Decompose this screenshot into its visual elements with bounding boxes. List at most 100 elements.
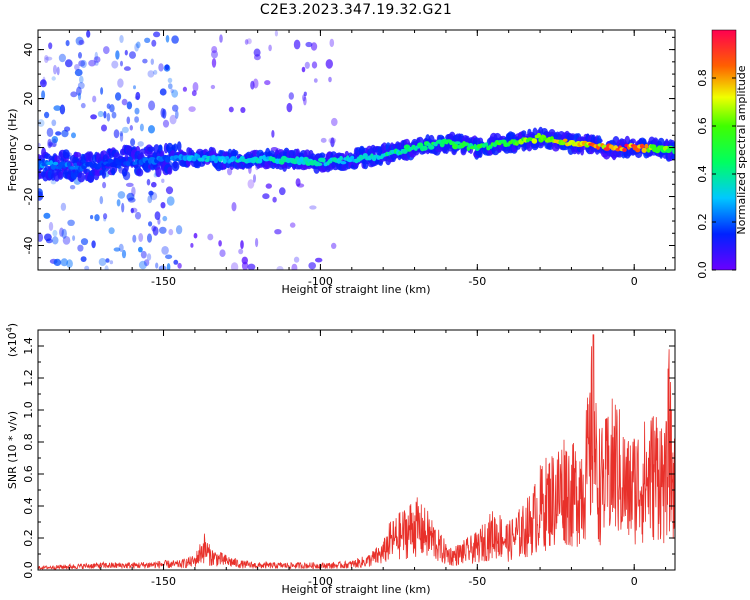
spectrogram-noise-blob	[80, 238, 89, 246]
spectrogram-ridge-halo	[58, 171, 63, 178]
spectrogram-noise-blob	[80, 59, 87, 69]
spectrogram-ridge-core	[105, 163, 112, 167]
spectrogram-noise-blob	[133, 85, 136, 90]
spectrogram-noise-blob	[268, 44, 272, 52]
spectrogram-noise-blob	[77, 92, 82, 101]
spectrogram-ridge-core	[421, 145, 428, 151]
spectrogram-noise-blob	[153, 31, 161, 38]
spectrogram-noise-blob	[155, 262, 159, 269]
y-tick-label: 1.2	[22, 369, 35, 387]
spectrogram-noise-blob	[70, 91, 78, 98]
spectrogram-noise-blob	[67, 219, 75, 226]
spectrogram-ridge-core	[401, 148, 408, 154]
y-tick-label: 1.4	[22, 337, 35, 355]
spectrogram-ridge-core	[463, 142, 470, 147]
spectrogram-noise-blob	[244, 39, 249, 45]
spectrogram-noise-blob	[252, 78, 259, 89]
snr-x-label: Height of straight line (km)	[281, 583, 430, 596]
spectrogram-noise-blob	[147, 195, 153, 204]
spectrogram-noise-blob	[250, 80, 255, 90]
spectrogram-ridge-core	[213, 158, 218, 164]
spectrogram-noise-blob	[165, 254, 173, 260]
snr-frame	[37, 329, 676, 571]
y-tick-label: 20	[22, 92, 35, 106]
x-tick-label: 0	[631, 575, 638, 588]
spectrogram-noise-blob	[159, 88, 167, 96]
spectrogram-ridge-halo	[73, 152, 82, 158]
spectrogram-noise-blob	[308, 262, 317, 270]
spectrogram-noise-blob	[120, 60, 123, 67]
spectrogram-ridge-core	[562, 138, 568, 142]
spectrogram-noise-blob	[305, 41, 313, 48]
y-tick-label: 0.2	[22, 529, 35, 547]
spectrogram-noise-blob	[94, 60, 99, 66]
spectrogram-noise-blob	[262, 193, 270, 200]
spectrogram-noise-blob	[43, 212, 51, 219]
colorbar-ticks: 0.0 0.2 0.4 0.6 0.8	[696, 69, 736, 279]
spectrogram-noise-blob	[117, 78, 124, 88]
spectrogram-noise-blob	[253, 48, 261, 57]
spectrogram-noise-blob	[142, 58, 148, 64]
spectrogram-ridge-core	[257, 158, 263, 164]
spectrogram-noise-blob	[143, 259, 150, 267]
spectrogram-noise-blob	[175, 110, 179, 119]
spectrogram-noise-blob	[293, 256, 300, 263]
spectrogram-noise-blob	[168, 228, 174, 236]
x-tick-label: -50	[468, 575, 486, 588]
spectrogram-noise-blob	[121, 98, 128, 106]
spectrogram-noise-blob	[93, 56, 101, 63]
spectrogram-noise-blob	[90, 215, 94, 220]
spectrogram-noise-blob	[111, 111, 117, 119]
spectrogram-noise-blob	[134, 43, 139, 52]
spectrogram-noise-blob	[171, 35, 179, 44]
spectrogram-ridge-core	[362, 153, 368, 159]
spectrogram-noise-blob	[126, 116, 131, 125]
x-tick-label: -150	[151, 275, 176, 288]
spectrogram-noise-blob	[152, 226, 159, 236]
spectrogram-noise-blob	[211, 50, 218, 59]
spectrogram-noise-blob	[146, 178, 151, 186]
snr-multiplier-exp: 4	[5, 327, 14, 332]
y-tick-label: -20	[22, 188, 35, 206]
spectrogram-ridge-halo	[158, 144, 163, 152]
spectrogram-noise-blob	[148, 100, 156, 111]
spectrogram-panel: -150 -100 -50 0 -40 -20 0 20 40 Height of strai…	[6, 29, 676, 296]
spectrogram-noise-blob	[240, 107, 246, 113]
spectrogram-noise-blob	[111, 60, 119, 69]
spectrogram-noise-blob	[60, 202, 67, 211]
spectrogram-noise-blob	[109, 260, 114, 265]
spectrogram-ridge-core	[531, 138, 538, 144]
spectrogram-ridge-halo	[143, 162, 151, 173]
spectrogram-noise-blob	[74, 63, 80, 71]
spectrogram-noise-blob	[169, 114, 177, 125]
spectrogram-noise-blob	[147, 70, 155, 78]
spectrogram-noise-blob	[138, 260, 147, 270]
spectrogram-noise-blob	[161, 246, 169, 255]
spectrogram-noise-blob	[116, 199, 121, 207]
spectrogram-noise-blob	[301, 66, 306, 73]
spectrogram-noise-blob	[279, 187, 286, 196]
spectrogram-noise-blob	[38, 142, 41, 148]
chart-title: C2E3.2023.347.19.32.G21	[259, 2, 453, 18]
spectrogram-noise-blob	[119, 132, 124, 142]
spectrogram-noise-blob	[276, 266, 284, 270]
spectrogram-noise-blob	[310, 42, 318, 51]
spectrogram-noise-blob	[172, 104, 179, 112]
spectrogram-ridge-halo	[596, 135, 602, 146]
spectrogram-noise-blob	[159, 226, 167, 234]
spectrogram-noise-blob	[130, 138, 136, 147]
spectrogram-noise-blob	[136, 41, 141, 49]
spectrogram-noise-blob	[94, 214, 100, 222]
spectrogram-noise-blob	[158, 265, 167, 270]
spectrogram-noise-blob	[44, 55, 49, 63]
spectrogram-noise-blob	[115, 50, 120, 60]
spectrogram-noise-blob	[228, 106, 234, 113]
spectrogram-ridge-core	[69, 166, 77, 170]
spectrogram-noise-blob	[53, 64, 57, 75]
snr-y-axis: 0.0 0.2 0.4 0.6 0.8 1.0 1.2 1.4	[22, 337, 675, 579]
spectrogram-ridge-halo	[630, 138, 636, 144]
spectrogram-noise-blob	[147, 233, 152, 243]
spectrogram-noise-blob	[129, 125, 133, 131]
spectrogram-noise-blob	[160, 202, 166, 209]
spectrogram-noise-blob	[313, 78, 318, 83]
